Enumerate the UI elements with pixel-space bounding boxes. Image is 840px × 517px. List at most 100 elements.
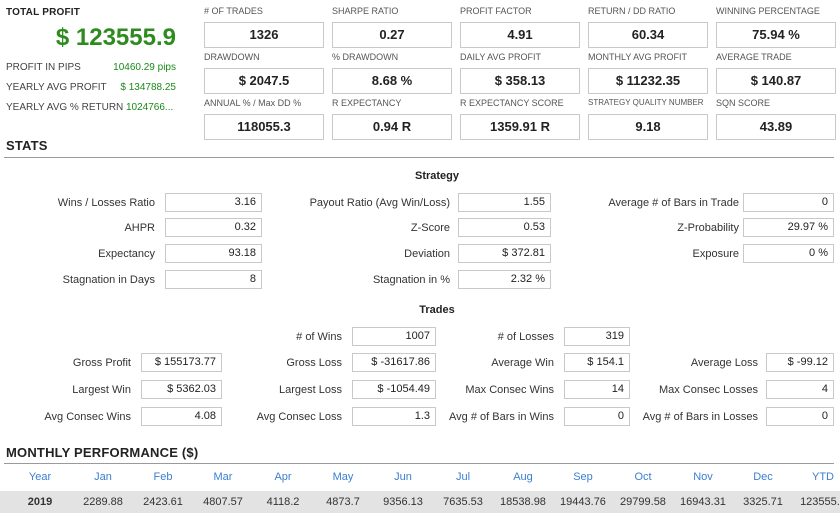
trades-heading: Trades bbox=[419, 304, 455, 316]
stat-label: Largest Loss bbox=[279, 384, 342, 396]
profit-in-pips-row: PROFIT IN PIPS 10460.29 pips bbox=[6, 62, 176, 73]
card-trades: # OF TRADES 1326 bbox=[204, 6, 324, 50]
card-value: 118055.3 bbox=[204, 114, 324, 140]
stat-stagnation-days: 8 bbox=[165, 270, 262, 289]
card-label: RETURN / DD RATIO bbox=[588, 6, 676, 16]
monthly-header-year: Year bbox=[28, 471, 52, 483]
monthly-cell: 9356.13 bbox=[383, 496, 423, 508]
card-label: % DRAWDOWN bbox=[332, 52, 399, 62]
monthly-header-mar: Mar bbox=[213, 471, 233, 483]
stat-label: Deviation bbox=[404, 248, 450, 260]
stat-expectancy: 93.18 bbox=[165, 244, 262, 263]
monthly-cell: 4873.7 bbox=[326, 496, 360, 508]
monthly-cell: 4807.57 bbox=[203, 496, 243, 508]
stat-gross-profit: $ 155173.77 bbox=[141, 353, 222, 372]
card-value: $ 140.87 bbox=[716, 68, 836, 94]
monthly-header-apr: Apr bbox=[274, 471, 292, 483]
stat-largest-loss: $ -1054.49 bbox=[352, 380, 436, 399]
stat-label: Average # of Bars in Trade bbox=[608, 197, 739, 209]
stat-label: Average Win bbox=[491, 357, 554, 369]
stat-label: Payout Ratio (Avg Win/Loss) bbox=[309, 197, 450, 209]
monthly-cell: 18538.98 bbox=[500, 496, 546, 508]
card-label: PROFIT FACTOR bbox=[460, 6, 532, 16]
stat-label: Max Consec Losses bbox=[658, 384, 758, 396]
monthly-cell: 2423.61 bbox=[143, 496, 183, 508]
stat-label: Stagnation in Days bbox=[62, 274, 155, 286]
monthly-header-aug: Aug bbox=[513, 471, 533, 483]
monthly-header-nov: Nov bbox=[693, 471, 713, 483]
card-daily-avg-profit: DAILY AVG PROFIT $ 358.13 bbox=[460, 52, 580, 96]
stat-label: Z-Score bbox=[410, 222, 450, 234]
stat-deviation: $ 372.81 bbox=[458, 244, 551, 263]
stat-max-consec-losses: 4 bbox=[766, 380, 834, 399]
stat-label: Avg Consec Loss bbox=[256, 411, 342, 423]
stat-avg-bars-in-trade: 0 bbox=[743, 193, 834, 212]
card-value: 60.34 bbox=[588, 22, 708, 48]
total-profit-label: TOTAL PROFIT bbox=[6, 7, 81, 18]
monthly-cell: 123555... bbox=[800, 496, 840, 508]
stat-label: Average Loss bbox=[690, 357, 758, 369]
card-sharpe-ratio: SHARPE RATIO 0.27 bbox=[332, 6, 452, 50]
card-strategy-quality-number: STRATEGY QUALITY NUMBER 9.18 bbox=[588, 98, 708, 142]
card-value: 9.18 bbox=[588, 114, 708, 140]
yearly-avg-profit-value: $ 134788.25 bbox=[120, 82, 176, 93]
stat-z-score: 0.53 bbox=[458, 218, 551, 237]
card-label: ANNUAL % / Max DD % bbox=[204, 98, 302, 108]
monthly-cell: 7635.53 bbox=[443, 496, 483, 508]
stat-label: Avg Consec Wins bbox=[44, 411, 131, 423]
monthly-title: MONTHLY PERFORMANCE ($) bbox=[6, 445, 199, 460]
card-value: $ 358.13 bbox=[460, 68, 580, 94]
card-label: WINNING PERCENTAGE bbox=[716, 6, 820, 16]
card-label: AVERAGE TRADE bbox=[716, 52, 792, 62]
stats-divider bbox=[4, 157, 834, 158]
monthly-header-jul: Jul bbox=[455, 471, 471, 483]
card-value: 0.94 R bbox=[332, 114, 452, 140]
card-value: 1326 bbox=[204, 22, 324, 48]
card-percent-drawdown: % DRAWDOWN 8.68 % bbox=[332, 52, 452, 96]
stat-max-consec-wins: 14 bbox=[564, 380, 630, 399]
card-value: 0.27 bbox=[332, 22, 452, 48]
stat-wins-losses-ratio: 3.16 bbox=[165, 193, 262, 212]
monthly-cell: 29799.58 bbox=[620, 496, 666, 508]
stat-label: Avg # of Bars in Losses bbox=[642, 411, 758, 423]
card-sqn-score: SQN SCORE 43.89 bbox=[716, 98, 836, 142]
card-value: 1359.91 R bbox=[460, 114, 580, 140]
yearly-avg-return-value: 1024766... bbox=[126, 102, 174, 113]
stat-exposure: 0 % bbox=[743, 244, 834, 263]
total-profit-value: $ 123555.9 bbox=[55, 24, 176, 51]
stat-largest-win: $ 5362.03 bbox=[141, 380, 222, 399]
card-drawdown: DRAWDOWN $ 2047.5 bbox=[204, 52, 324, 96]
card-value: $ 11232.35 bbox=[588, 68, 708, 94]
stats-title: STATS bbox=[6, 138, 48, 153]
monthly-divider bbox=[4, 463, 834, 464]
monthly-header-may: May bbox=[332, 471, 354, 483]
card-label: R EXPECTANCY bbox=[332, 98, 402, 108]
monthly-row-background bbox=[0, 491, 840, 513]
card-label: SHARPE RATIO bbox=[332, 6, 399, 16]
monthly-header-jan: Jan bbox=[94, 471, 112, 483]
card-value: 75.94 % bbox=[716, 22, 836, 48]
card-value: 8.68 % bbox=[332, 68, 452, 94]
stat-stagnation-percent: 2.32 % bbox=[458, 270, 551, 289]
monthly-header-feb: Feb bbox=[153, 471, 173, 483]
card-label: STRATEGY QUALITY NUMBER bbox=[588, 98, 704, 107]
monthly-cell: 19443.76 bbox=[560, 496, 606, 508]
yearly-avg-profit-label: YEARLY AVG PROFIT bbox=[6, 82, 107, 93]
strategy-heading: Strategy bbox=[414, 170, 460, 182]
card-label: MONTHLY AVG PROFIT bbox=[588, 52, 688, 62]
card-value: 43.89 bbox=[716, 114, 836, 140]
stat-num-losses: 319 bbox=[564, 327, 630, 346]
stat-z-probability: 29.97 % bbox=[743, 218, 834, 237]
stat-average-loss: $ -99.12 bbox=[766, 353, 834, 372]
yearly-avg-profit-row: YEARLY AVG PROFIT $ 134788.25 bbox=[6, 82, 176, 93]
stat-avg-consec-wins: 4.08 bbox=[141, 407, 222, 426]
card-r-expectancy-score: R EXPECTANCY SCORE 1359.91 R bbox=[460, 98, 580, 142]
monthly-cell: 2019 bbox=[27, 496, 53, 508]
stat-avg-consec-loss: 1.3 bbox=[352, 407, 436, 426]
monthly-cell: 3325.71 bbox=[743, 496, 783, 508]
monthly-cell: 2289.88 bbox=[83, 496, 123, 508]
yearly-avg-return-label: YEARLY AVG % RETURN bbox=[6, 102, 124, 113]
yearly-avg-return-row: YEARLY AVG % RETURN 1024766... bbox=[6, 102, 176, 113]
stat-average-win: $ 154.1 bbox=[564, 353, 630, 372]
monthly-header-dec: Dec bbox=[753, 471, 773, 483]
